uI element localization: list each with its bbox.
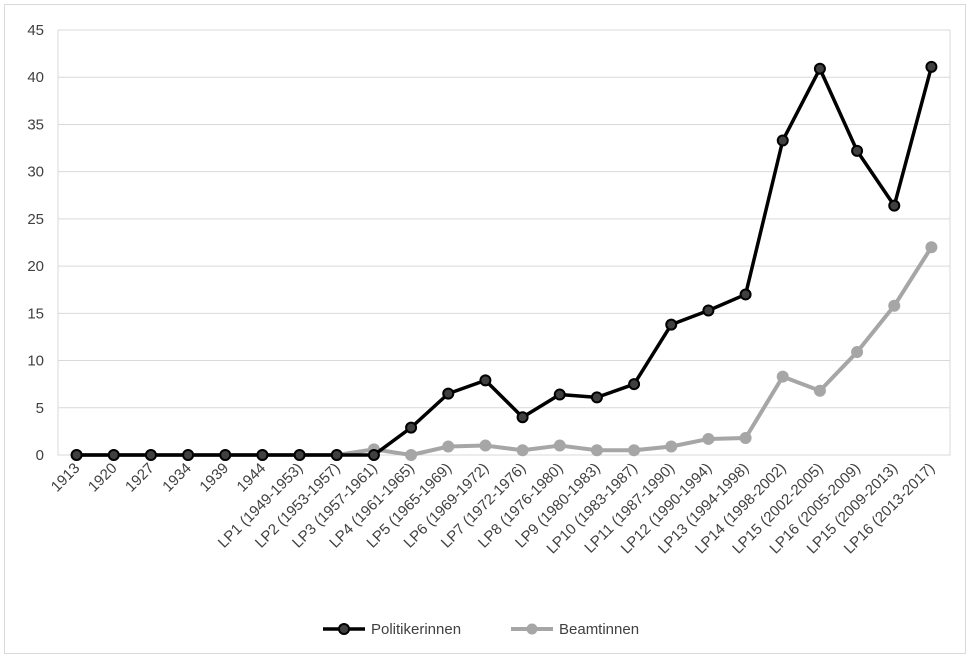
y-tick-label: 5 <box>36 400 44 417</box>
data-point <box>479 439 492 452</box>
y-axis-tick-labels: 0 5 10 15 20 25 30 35 40 45 <box>27 22 44 464</box>
y-tick-label: 35 <box>27 116 44 133</box>
y-tick-label: 30 <box>27 164 44 181</box>
data-point <box>776 134 789 147</box>
data-point <box>516 411 529 424</box>
plot-border <box>57 29 951 456</box>
data-point <box>107 449 120 461</box>
legend-label: Politikerinnen <box>371 621 461 638</box>
data-point <box>144 449 157 461</box>
x-tick-label: 1927 <box>122 460 158 496</box>
data-point <box>776 370 789 383</box>
legend-item: Politikerinnen <box>323 621 461 638</box>
legend-swatch-marker <box>526 623 538 635</box>
y-tick-label: 40 <box>27 69 44 86</box>
data-point <box>851 346 864 359</box>
data-series <box>70 60 938 461</box>
series-line <box>74 245 934 457</box>
series-politikerinnen <box>70 60 938 461</box>
legend-item: Beamtinnen <box>511 621 639 638</box>
data-point <box>813 62 826 75</box>
chart-frame <box>4 4 966 654</box>
y-tick-label: 0 <box>36 447 44 464</box>
data-point <box>739 288 752 301</box>
data-point <box>442 387 455 400</box>
series-line <box>74 65 934 457</box>
data-point <box>516 444 529 457</box>
legend-label: Beamtinnen <box>559 621 639 638</box>
data-point <box>405 449 418 461</box>
y-tick-label: 45 <box>27 22 44 39</box>
data-point <box>219 449 232 461</box>
data-point <box>553 439 566 452</box>
data-point <box>293 449 306 461</box>
data-point <box>553 388 566 401</box>
plot-area <box>57 29 951 456</box>
data-point <box>590 391 603 404</box>
y-tick-label: 25 <box>27 211 44 228</box>
data-point <box>851 144 864 157</box>
data-point <box>702 432 715 445</box>
data-point <box>479 374 492 387</box>
data-point <box>888 199 901 212</box>
y-tick-label: 15 <box>27 305 44 322</box>
data-point <box>665 440 678 453</box>
y-tick-label: 10 <box>27 353 44 370</box>
series-beamtinnen <box>70 241 938 461</box>
data-point <box>925 241 938 254</box>
data-point <box>702 304 715 317</box>
data-point <box>330 449 343 461</box>
data-point <box>739 432 752 444</box>
data-point <box>628 378 641 391</box>
data-point <box>442 440 455 453</box>
data-point <box>256 449 269 461</box>
data-point <box>888 299 901 312</box>
data-point <box>182 449 195 461</box>
data-point <box>628 444 641 457</box>
x-tick-label: 1934 <box>159 460 195 496</box>
legend-swatch-marker <box>338 623 350 635</box>
legend: Politikerinnen Beamtinnen <box>323 621 639 638</box>
y-tick-label: 20 <box>27 258 44 275</box>
data-point <box>405 421 418 434</box>
data-point <box>665 318 678 331</box>
x-tick-label: 1920 <box>85 460 121 496</box>
x-tick-label: 1939 <box>196 460 232 496</box>
data-point <box>925 60 938 73</box>
data-point <box>70 449 83 461</box>
x-tick-label: 1913 <box>48 460 84 496</box>
data-point <box>367 449 380 461</box>
data-point <box>590 444 603 457</box>
data-point <box>813 384 826 397</box>
